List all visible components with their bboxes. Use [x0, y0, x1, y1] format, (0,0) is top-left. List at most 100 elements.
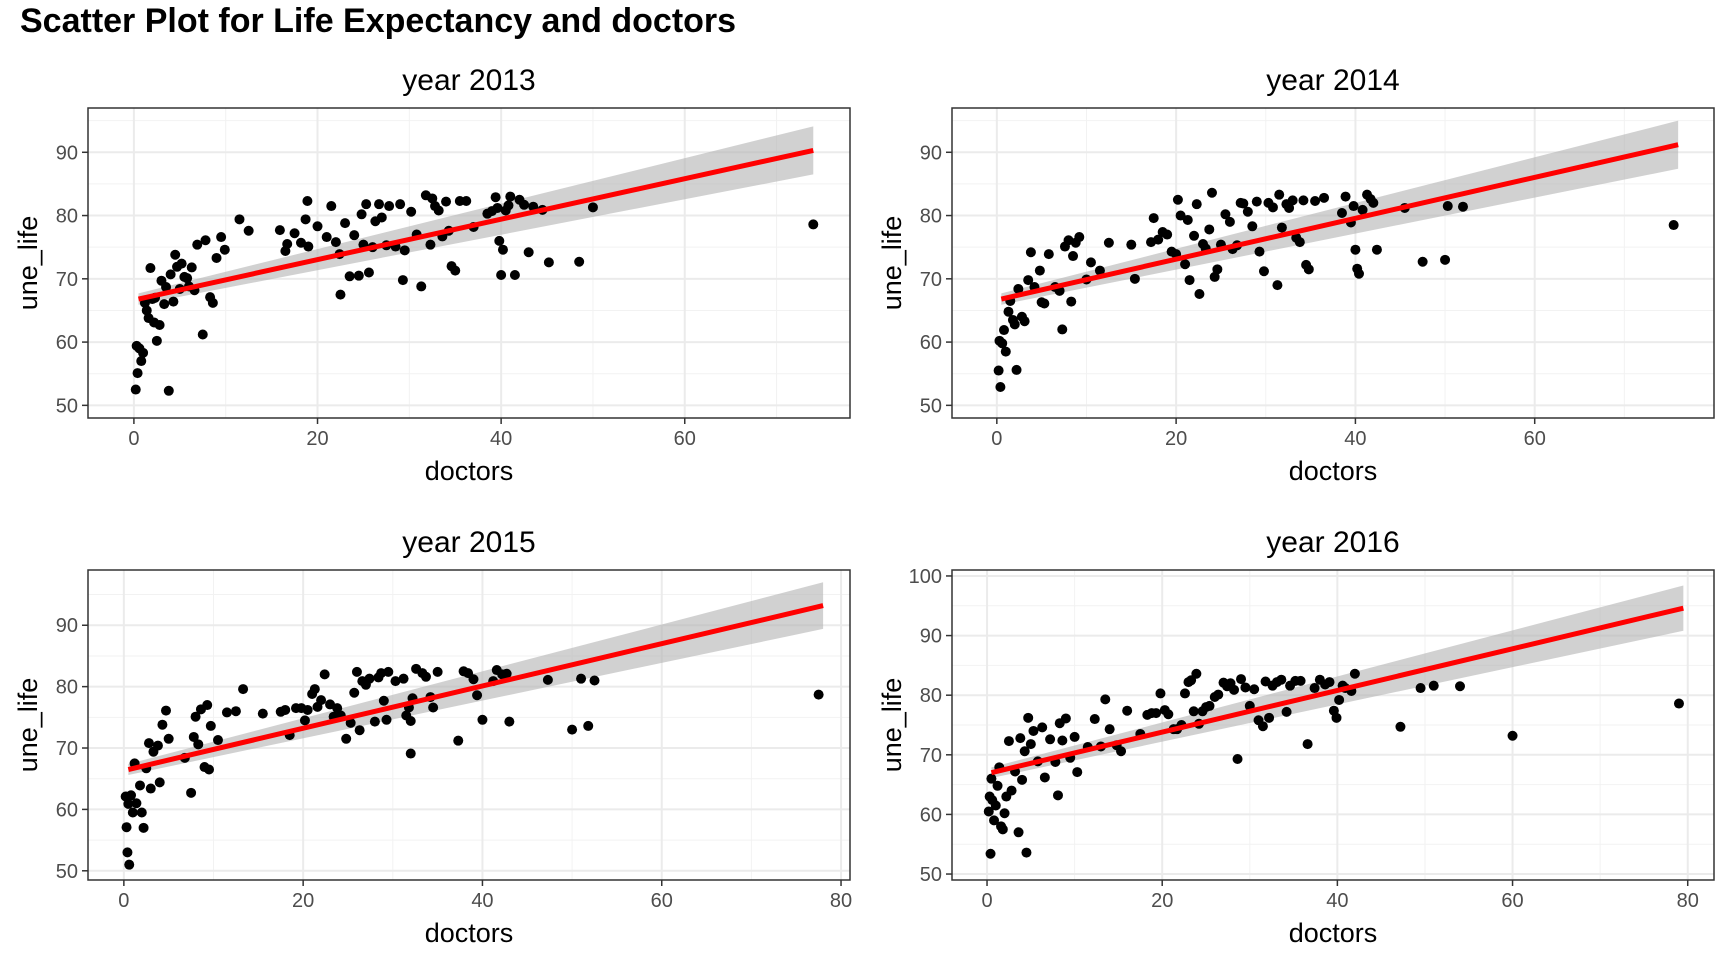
- data-point: [326, 201, 337, 212]
- data-point: [441, 196, 452, 207]
- data-point: [200, 235, 211, 246]
- data-point: [1017, 774, 1028, 785]
- data-point: [1129, 273, 1140, 284]
- data-point: [813, 689, 824, 700]
- data-point: [808, 219, 819, 230]
- data-point: [381, 714, 392, 725]
- data-point: [1028, 725, 1039, 736]
- data-point: [130, 384, 141, 395]
- data-point: [141, 305, 152, 316]
- data-point: [1025, 739, 1036, 750]
- data-point: [523, 247, 534, 258]
- data-point: [1331, 712, 1342, 723]
- x-tick-label: 60: [651, 890, 673, 912]
- data-point: [1011, 364, 1022, 375]
- data-point: [1220, 209, 1231, 220]
- data-point: [123, 798, 134, 809]
- data-point: [207, 297, 218, 308]
- data-point: [1052, 790, 1063, 801]
- data-point: [349, 230, 360, 241]
- data-point: [543, 257, 554, 268]
- data-point: [353, 270, 364, 281]
- data-point: [985, 848, 996, 859]
- data-point: [1072, 767, 1083, 778]
- panel-border: [87, 107, 851, 419]
- data-point: [122, 847, 133, 858]
- y-tick-label: 90: [56, 615, 78, 637]
- data-point: [356, 209, 367, 220]
- data-point: [188, 731, 199, 742]
- data-point: [197, 329, 208, 340]
- data-point: [369, 716, 380, 727]
- data-point: [176, 258, 187, 269]
- data-point: [190, 711, 201, 722]
- data-point: [1037, 722, 1048, 733]
- data-point: [159, 299, 170, 310]
- data-point: [1204, 224, 1215, 235]
- data-point: [492, 202, 503, 213]
- x-tick-label: 0: [128, 428, 139, 450]
- data-point: [1257, 721, 1268, 732]
- data-point: [378, 695, 389, 706]
- data-point: [432, 666, 443, 677]
- data-point: [519, 199, 530, 210]
- data-point: [1000, 346, 1011, 357]
- data-point: [165, 269, 176, 280]
- data-point: [126, 790, 137, 801]
- data-point: [300, 214, 311, 225]
- y-tick-label: 60: [920, 804, 942, 826]
- data-point: [997, 824, 1008, 835]
- data-point: [1194, 289, 1205, 299]
- data-point: [1247, 221, 1258, 232]
- x-axis-title: doctors: [1289, 456, 1378, 486]
- y-tick-label: 60: [56, 799, 78, 821]
- data-point: [186, 262, 197, 273]
- data-point: [1060, 713, 1071, 724]
- data-point: [509, 270, 520, 281]
- x-axis-title: doctors: [425, 456, 514, 486]
- data-point: [576, 673, 587, 684]
- data-point: [121, 822, 132, 833]
- y-tick-label: 50: [56, 395, 78, 417]
- x-axis-title: doctors: [425, 918, 514, 948]
- data-point: [505, 191, 516, 202]
- data-point: [1340, 191, 1351, 202]
- x-tick-label: 80: [1677, 890, 1699, 912]
- x-tick-label: 20: [1151, 890, 1173, 912]
- panel-border: [951, 107, 1715, 419]
- data-point: [1236, 674, 1247, 685]
- regression-line: [137, 147, 814, 302]
- data-point: [170, 249, 181, 260]
- data-point: [1276, 674, 1287, 685]
- data-point: [234, 214, 245, 225]
- data-point: [405, 748, 416, 759]
- data-point: [344, 271, 355, 282]
- data-point: [1212, 264, 1223, 275]
- x-tick-label: 60: [674, 428, 696, 450]
- data-point: [361, 199, 372, 210]
- y-tick-label: 70: [56, 269, 78, 291]
- data-point: [589, 675, 600, 686]
- data-point: [1188, 706, 1199, 717]
- data-point: [1440, 254, 1451, 265]
- data-point: [583, 720, 594, 731]
- y-axis-title: une_life: [877, 678, 907, 773]
- data-point: [1348, 201, 1359, 212]
- data-point: [1264, 712, 1275, 723]
- data-point: [1229, 684, 1240, 695]
- data-point: [145, 783, 156, 794]
- data-point: [257, 708, 268, 719]
- data-point: [152, 740, 163, 751]
- data-point: [1179, 688, 1190, 699]
- data-point: [1274, 189, 1285, 200]
- data-point: [163, 385, 174, 396]
- facet-year-2013: year 2013 0 20 40 60 50 60 70 80 90 doctors une_lif…: [13, 64, 851, 486]
- data-point: [990, 800, 1001, 811]
- data-point: [1349, 668, 1360, 679]
- data-point: [1045, 734, 1056, 745]
- data-point: [1013, 283, 1024, 294]
- data-point: [212, 735, 223, 746]
- data-point: [1126, 239, 1137, 250]
- data-point: [1043, 249, 1054, 260]
- data-point: [1324, 677, 1335, 688]
